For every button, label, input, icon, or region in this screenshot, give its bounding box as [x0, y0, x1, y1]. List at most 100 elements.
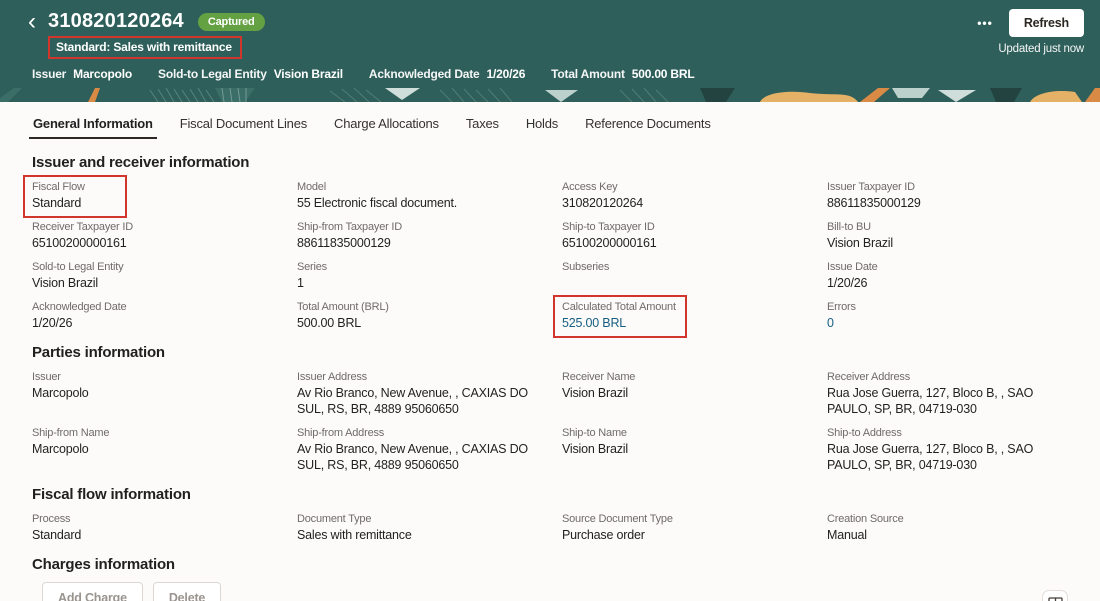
field-label: Model [297, 181, 326, 193]
field-value: 1 [297, 276, 304, 290]
field-value: Standard [32, 528, 82, 542]
field-issue-date: Issue Date 1/20/26 [827, 260, 1068, 291]
field-label: Access Key [562, 181, 618, 193]
field-value [562, 275, 803, 291]
field-receiver-address: Receiver Address Rua Jose Guerra, 127, B… [827, 370, 1068, 417]
field-value: 88611835000129 [297, 236, 391, 250]
field-subseries: Subseries [562, 260, 803, 291]
field-label: Ship-from Name [32, 427, 110, 439]
field-creation-source: Creation Source Manual [827, 512, 1068, 543]
field-issuer: Issuer Marcopolo [32, 370, 273, 417]
page-title: 310820120264 [48, 10, 184, 32]
meta-label: Sold-to Legal Entity [158, 67, 267, 81]
section-title-parties: Parties information [32, 344, 165, 361]
more-actions-icon[interactable]: ••• [975, 12, 995, 34]
field-fiscal-flow-annotated: Fiscal Flow Standard [23, 175, 127, 218]
field-label: Series [297, 261, 327, 273]
field-total-amount-brl: Total Amount (BRL) 500.00 BRL [297, 300, 538, 331]
field-value: 1/20/26 [827, 276, 868, 290]
parties-grid: Issuer Marcopolo Issuer Address Av Rio B… [32, 370, 1068, 473]
meta-value: 500.00 BRL [631, 67, 695, 81]
field-ship-from-address: Ship-from Address Av Rio Branco, New Ave… [297, 426, 538, 473]
field-label: Source Document Type [562, 513, 673, 525]
field-value: 1/20/26 [32, 316, 73, 330]
field-label: Ship-from Taxpayer ID [297, 221, 403, 233]
field-value: Purchase order [562, 528, 645, 542]
calculated-total-amount-link[interactable]: 525.00 BRL [562, 316, 627, 330]
field-value: Av Rio Branco, New Avenue, , CAXIAS DO S… [297, 386, 528, 416]
section-title-issuer-receiver: Issuer and receiver information [32, 154, 250, 171]
field-label: Ship-to Address [827, 427, 902, 439]
field-label: Issuer Taxpayer ID [827, 181, 915, 193]
meta-sold-to-legal-entity: Sold-to Legal Entity Vision Brazil [158, 67, 343, 81]
updated-status-text: Updated just now [998, 43, 1084, 55]
add-charge-button[interactable]: Add Charge [42, 582, 143, 601]
field-value: Marcopolo [32, 442, 89, 456]
tab-reference-documents[interactable]: Reference Documents [584, 111, 712, 139]
field-access-key: Access Key 310820120264 [562, 180, 803, 211]
tab-general-information[interactable]: General Information [29, 111, 157, 139]
tab-charge-allocations[interactable]: Charge Allocations [333, 111, 440, 139]
field-ship-from-taxpayer-id: Ship-from Taxpayer ID 88611835000129 [297, 220, 538, 251]
delete-button[interactable]: Delete [152, 582, 222, 601]
charges-toolbar: Add Charge Delete [32, 582, 1068, 601]
tab-holds[interactable]: Holds [525, 111, 559, 139]
field-value: Marcopolo [32, 386, 89, 400]
field-label: Ship-to Taxpayer ID [562, 221, 655, 233]
field-label: Receiver Name [562, 371, 636, 383]
field-value: 310820120264 [562, 196, 644, 210]
meta-label: Issuer [32, 67, 67, 81]
field-value: Vision Brazil [562, 442, 628, 456]
meta-value: Vision Brazil [273, 67, 343, 81]
field-errors: Errors 0 [827, 300, 1068, 331]
field-value: 55 Electronic fiscal document. [297, 196, 458, 210]
field-issuer-taxpayer-id: Issuer Taxpayer ID 88611835000129 [827, 180, 1068, 211]
field-receiver-name: Receiver Name Vision Brazil [562, 370, 803, 417]
tab-fiscal-document-lines[interactable]: Fiscal Document Lines [179, 111, 308, 139]
field-bill-to-bu: Bill-to BU Vision Brazil [827, 220, 1068, 251]
field-label: Issuer [32, 371, 61, 383]
panel-toggle-button[interactable] [1042, 590, 1068, 601]
field-label: Errors [827, 301, 856, 313]
decorative-banner [0, 88, 1100, 102]
field-value: Vision Brazil [562, 386, 628, 400]
field-label: Creation Source [827, 513, 904, 525]
field-label: Ship-from Address [297, 427, 385, 439]
field-value: 65100200000161 [32, 236, 127, 250]
field-model: Model 55 Electronic fiscal document. [297, 180, 538, 211]
field-value: 500.00 BRL [297, 316, 362, 330]
field-issuer-address: Issuer Address Av Rio Branco, New Avenue… [297, 370, 538, 417]
issuer-receiver-grid: Fiscal Flow Standard Model 55 Electronic… [23, 175, 1068, 338]
field-label: Document Type [297, 513, 372, 525]
field-label: Sold-to Legal Entity [32, 261, 124, 273]
field-label: Bill-to BU [827, 221, 871, 233]
tab-bar: General Information Fiscal Document Line… [29, 102, 1068, 139]
field-receiver-taxpayer-id: Receiver Taxpayer ID 65100200000161 [32, 220, 273, 251]
field-label: Issue Date [827, 261, 878, 273]
field-series: Series 1 [297, 260, 538, 291]
field-ship-to-taxpayer-id: Ship-to Taxpayer ID 65100200000161 [562, 220, 803, 251]
tab-taxes[interactable]: Taxes [465, 111, 500, 139]
field-value: Sales with remittance [297, 528, 412, 542]
field-label: Calculated Total Amount [562, 301, 676, 313]
back-icon[interactable]: ‹ [28, 7, 36, 35]
section-title-fiscal-flow: Fiscal flow information [32, 486, 191, 503]
document-subtitle-annotated: Standard: Sales with remittance [48, 36, 242, 59]
field-value: Vision Brazil [32, 276, 98, 290]
field-label: Process [32, 513, 71, 525]
meta-issuer: Issuer Marcopolo [32, 67, 132, 81]
meta-acknowledged-date: Acknowledged Date 1/20/26 [369, 67, 525, 81]
field-label: Acknowledged Date [32, 301, 127, 313]
header-meta-row: Issuer Marcopolo Sold-to Legal Entity Vi… [32, 67, 1084, 81]
split-panel-icon [1047, 596, 1063, 601]
refresh-button[interactable]: Refresh [1008, 9, 1084, 37]
field-acknowledged-date: Acknowledged Date 1/20/26 [32, 300, 273, 331]
field-ship-to-name: Ship-to Name Vision Brazil [562, 426, 803, 473]
field-source-document-type: Source Document Type Purchase order [562, 512, 803, 543]
field-value: 65100200000161 [562, 236, 657, 250]
meta-label: Acknowledged Date [368, 67, 480, 81]
page-header: ‹ 310820120264 Captured Standard: Sales … [0, 0, 1100, 88]
errors-count-link[interactable]: 0 [827, 316, 834, 330]
field-value: 88611835000129 [827, 196, 921, 210]
field-process: Process Standard [32, 512, 273, 543]
